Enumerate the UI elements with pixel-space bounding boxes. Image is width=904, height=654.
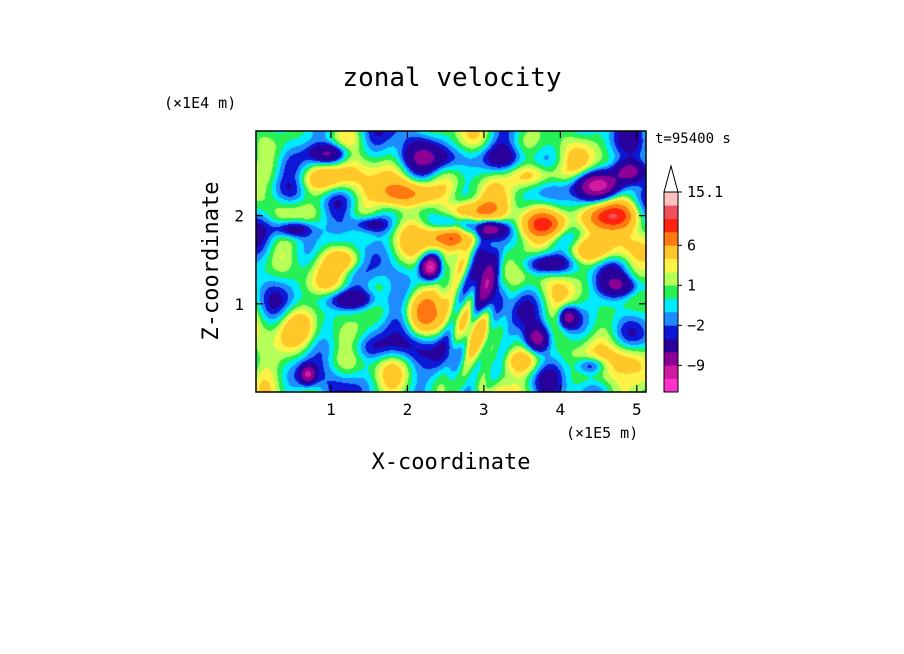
colorbar-tick-label: 6 <box>687 236 696 254</box>
colorbar-extend-arrow <box>663 164 679 193</box>
colorbar-tick-label: −2 <box>687 316 705 334</box>
time-label: t=95400 s <box>655 131 731 147</box>
heatmap-image <box>256 131 646 392</box>
colorbar-segment <box>664 312 678 326</box>
colorbar-segment <box>664 232 678 246</box>
colorbar-tick-label: 15.1 <box>687 183 723 201</box>
colorbar-segment <box>664 205 678 219</box>
x-axis-label: X-coordinate <box>372 450 531 475</box>
chart-title: zonal velocity <box>342 63 561 93</box>
y-axis-ticks: 12 <box>234 207 646 314</box>
colorbar-segment <box>664 298 678 313</box>
x-unit-label: (×1E5 m) <box>566 424 638 442</box>
y-tick-label: 1 <box>234 295 244 314</box>
colorbar-segment <box>664 218 678 233</box>
colorbar-segment <box>664 285 678 299</box>
x-tick-label: 3 <box>479 400 489 419</box>
colorbar: 15.1 6 1 −2 −9 <box>663 164 723 393</box>
colorbar-segment <box>664 352 678 366</box>
x-tick-label: 1 <box>326 400 336 419</box>
x-tick-label: 2 <box>403 400 413 419</box>
colorbar-segment <box>664 258 678 273</box>
colorbar-tick-label: 1 <box>687 276 696 294</box>
y-unit-label: (×1E4 m) <box>164 94 236 112</box>
y-axis-label: Z-coordinate <box>199 182 224 341</box>
x-tick-label: 5 <box>632 400 642 419</box>
heatmap-field <box>256 131 646 392</box>
x-axis-ticks: 1 2 3 4 5 <box>326 131 642 419</box>
colorbar-segment <box>664 378 678 393</box>
x-tick-label: 4 <box>556 400 566 419</box>
colorbar-segment <box>664 338 678 353</box>
colorbar-segment <box>664 245 678 259</box>
colorbar-segment <box>664 192 678 206</box>
colorbar-segment <box>664 365 678 379</box>
colorbar-segment <box>664 325 678 339</box>
colorbar-tick-label: −9 <box>687 356 705 374</box>
colorbar-segment <box>664 272 678 286</box>
plot-frame <box>255 130 647 393</box>
y-tick-label: 2 <box>234 207 244 226</box>
